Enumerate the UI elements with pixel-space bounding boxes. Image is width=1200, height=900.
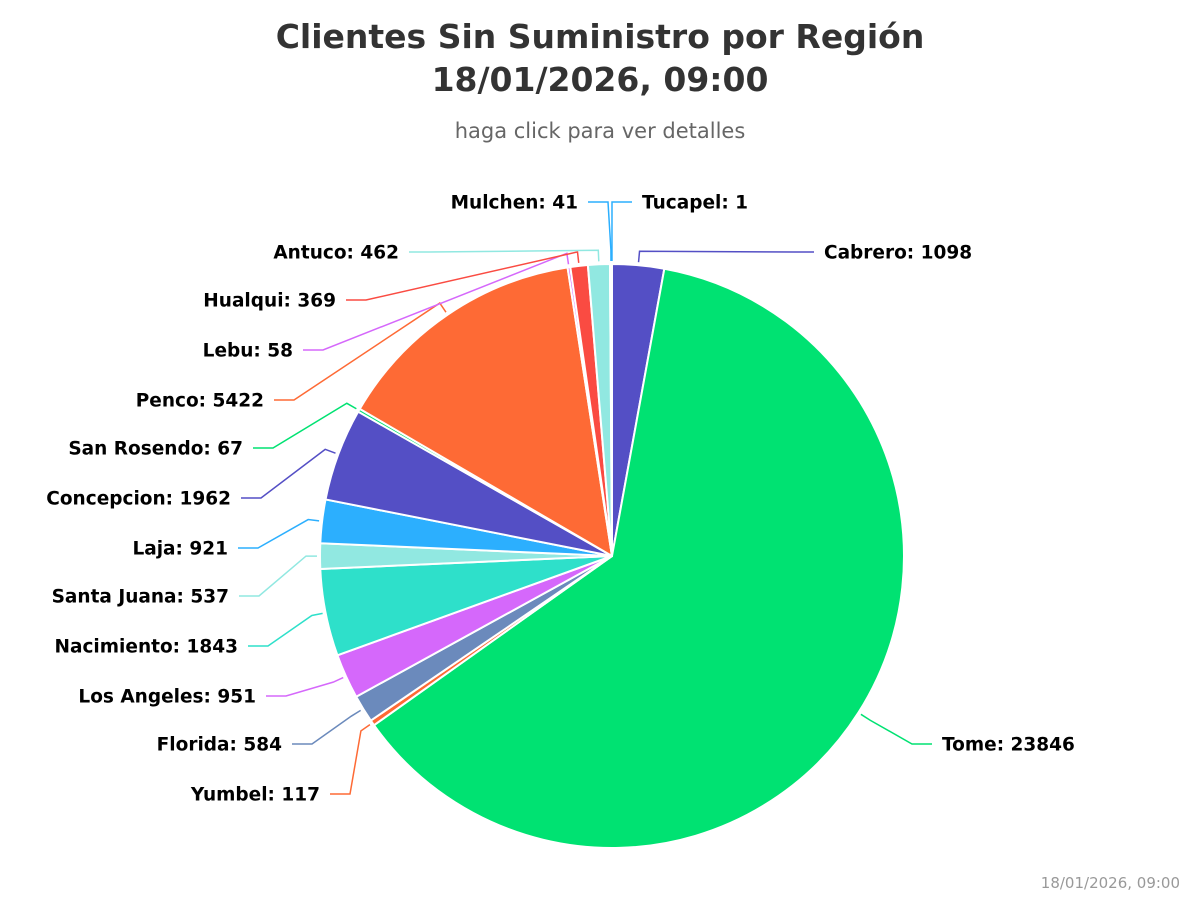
data-label-san-rosendo[interactable]: San Rosendo: 67 — [68, 439, 243, 460]
slice-group-hualqui[interactable]: Hualqui: 369 — [203, 251, 613, 557]
connector-mulchen — [588, 201, 612, 262]
data-label-los-angeles[interactable]: Los Angeles: 951 — [78, 687, 256, 708]
connector-florida — [292, 709, 362, 745]
data-label-antuco[interactable]: Antuco: 462 — [273, 243, 399, 264]
chart-credit: 18/01/2026, 09:00 — [1040, 874, 1180, 892]
slice-group-nacimiento[interactable]: Nacimiento: 1843 — [55, 555, 613, 658]
connector-tome — [860, 713, 932, 745]
connector-nacimiento — [248, 612, 323, 647]
data-label-hualqui[interactable]: Hualqui: 369 — [203, 291, 336, 312]
chart-title-line2: 18/01/2026, 09:00 — [431, 60, 769, 99]
slice-group-penco[interactable]: Penco: 5422 — [136, 266, 613, 557]
connector-laja — [238, 518, 320, 549]
data-label-concepcion[interactable]: Concepcion: 1962 — [46, 489, 231, 510]
connector-los-angeles — [266, 676, 344, 697]
data-label-tome[interactable]: Tome: 23846 — [942, 735, 1075, 756]
data-label-yumbel[interactable]: Yumbel: 117 — [190, 785, 320, 806]
connector-concepcion — [241, 448, 336, 499]
chart-title-line1: Clientes Sin Suministro por Región — [275, 17, 925, 56]
data-label-mulchen[interactable]: Mulchen: 41 — [451, 193, 578, 214]
connector-antuco — [409, 249, 600, 262]
data-label-santa-juana[interactable]: Santa Juana: 537 — [52, 587, 229, 608]
connector-santa-juana — [239, 555, 318, 597]
connector-cabrero — [637, 250, 814, 263]
data-label-laja[interactable]: Laja: 921 — [132, 539, 228, 560]
data-label-nacimiento[interactable]: Nacimiento: 1843 — [55, 637, 239, 658]
chart-subtitle: haga click para ver detalles — [454, 119, 746, 143]
slice-group-tucapel[interactable]: Tucapel: 1 — [610, 193, 748, 557]
slice-group-antuco[interactable]: Antuco: 462 — [273, 243, 613, 557]
data-label-tucapel[interactable]: Tucapel: 1 — [642, 193, 748, 214]
data-label-lebu[interactable]: Lebu: 58 — [203, 341, 293, 362]
data-label-penco[interactable]: Penco: 5422 — [136, 391, 264, 412]
connector-hualqui — [346, 251, 580, 301]
connector-san-rosendo — [253, 402, 357, 449]
pie-slice-penco[interactable] — [358, 266, 613, 557]
slice-group-florida[interactable]: Florida: 584 — [157, 555, 613, 756]
data-label-florida[interactable]: Florida: 584 — [157, 735, 282, 756]
connector-tucapel — [611, 201, 632, 262]
connector-yumbel — [330, 724, 371, 795]
connector-lebu — [303, 252, 570, 351]
pie-slice-tome[interactable] — [373, 267, 905, 849]
data-label-cabrero[interactable]: Cabrero: 1098 — [824, 243, 972, 264]
slice-group-santa-juana[interactable]: Santa Juana: 537 — [52, 542, 613, 608]
connector-penco — [274, 302, 447, 401]
slice-group-tome[interactable]: Tome: 23846 — [373, 267, 1075, 849]
chart-title: Clientes Sin Suministro por Región 18/01… — [0, 15, 1200, 101]
